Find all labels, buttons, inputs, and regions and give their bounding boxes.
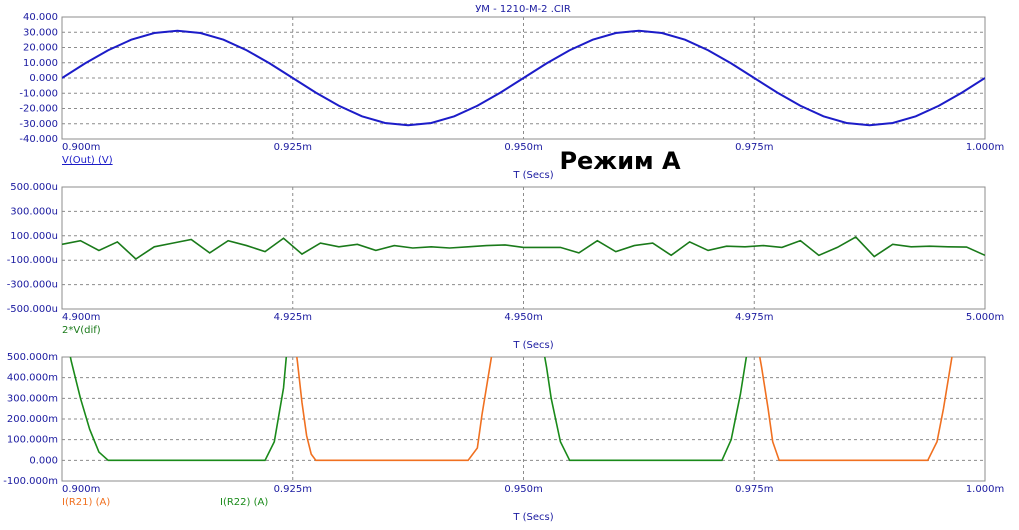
x-tick-label: 0.950m: [504, 142, 542, 153]
x-tick-label: 4.925m: [274, 312, 312, 323]
y-tick-label: 300.000m: [7, 393, 58, 404]
x-tick-label: 0.900m: [62, 484, 100, 495]
x-axis-label: T (Secs): [512, 512, 553, 523]
series-line: [62, 29, 985, 127]
y-tick-label: -100.000u: [7, 255, 58, 266]
y-tick-label: 500.000u: [10, 182, 58, 193]
y-tick-label: 0.000: [29, 455, 58, 466]
y-tick-label: 200.000m: [7, 414, 58, 425]
x-axis-label: T (Secs): [512, 340, 553, 351]
y-tick-label: 0.000: [29, 73, 58, 84]
x-tick-label: 5.000m: [966, 312, 1004, 323]
y-tick-label: 500.000m: [7, 352, 58, 363]
y-tick-label: -500.000u: [7, 304, 58, 315]
x-tick-label: 0.950m: [504, 484, 542, 495]
y-tick-label: 40.000: [23, 12, 58, 23]
x-tick-label: 4.975m: [735, 312, 773, 323]
x-tick-label: 4.900m: [62, 312, 100, 323]
plot-frame: [61, 356, 986, 482]
x-tick-label: 0.900m: [62, 142, 100, 153]
chart-title: УМ - 1210-М-2 .CIR: [475, 4, 571, 15]
y-tick-label: -20.000: [19, 104, 58, 115]
y-tick-label: -300.000u: [7, 280, 58, 291]
series-line: [296, 357, 953, 462]
annotation: Режим A: [559, 147, 681, 175]
x-tick-label: 1.000m: [966, 484, 1004, 495]
y-tick-label: 30.000: [23, 27, 58, 38]
y-tick-label: -100.000m: [3, 476, 58, 487]
y-tick-label: -10.000: [19, 88, 58, 99]
x-tick-label: 0.925m: [274, 142, 312, 153]
annotation-box: [557, 141, 710, 205]
y-tick-label: 400.000m: [7, 373, 58, 384]
plot-frame: [61, 186, 986, 310]
y-tick-label: 100.000u: [10, 231, 58, 242]
series-line: [62, 236, 985, 260]
y-tick-label: -40.000: [19, 134, 58, 145]
y-tick-label: 20.000: [23, 43, 58, 54]
y-tick-label: 10.000: [23, 58, 58, 69]
x-tick-label: 0.975m: [735, 142, 773, 153]
x-tick-label: 4.950m: [504, 312, 542, 323]
series-line: [69, 357, 748, 462]
legend-entry: V(Out) (V): [62, 155, 113, 166]
legend-entry: I(R21) (A): [62, 497, 110, 508]
y-tick-label: 100.000m: [7, 435, 58, 446]
y-tick-label: 300.000u: [10, 206, 58, 217]
x-axis-label: T (Secs): [512, 170, 553, 181]
x-tick-label: 0.925m: [274, 484, 312, 495]
legend-entry: 2*V(dif): [62, 325, 101, 336]
x-tick-label: 1.000m: [966, 142, 1004, 153]
y-tick-label: -30.000: [19, 119, 58, 130]
x-tick-label: 0.975m: [735, 484, 773, 495]
legend-entry: I(R22) (A): [220, 497, 268, 508]
